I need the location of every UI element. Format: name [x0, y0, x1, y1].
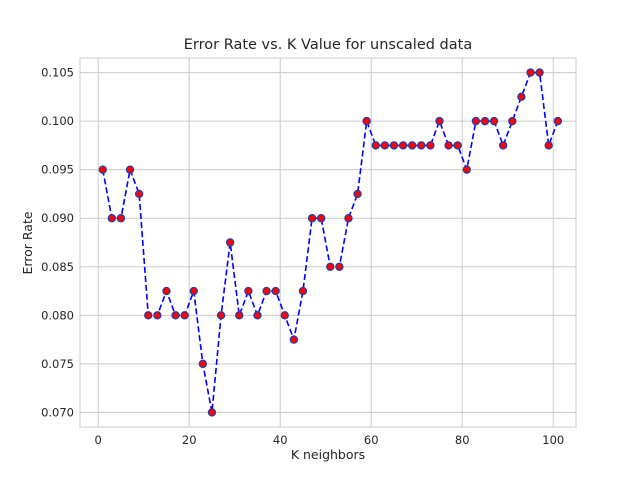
data-point — [144, 311, 153, 320]
data-point — [180, 311, 189, 320]
tick-labels: 0 20 40 60 80 100 0.070 0.075 0.080 0.085 0.090 0.0… — [41, 66, 564, 447]
data-point — [262, 286, 271, 296]
data-point — [107, 214, 117, 223]
data-point — [462, 165, 471, 174]
data-point — [508, 116, 517, 126]
data-point — [389, 141, 399, 150]
x-axis-label: K neighbors — [291, 447, 365, 462]
data-point — [489, 116, 499, 126]
data-point — [535, 68, 544, 77]
data-point — [326, 262, 335, 271]
data-point — [417, 141, 426, 150]
series-line — [101, 71, 559, 413]
data-point — [235, 311, 244, 320]
y-tick-label: 0.080 — [41, 308, 74, 322]
data-point — [553, 116, 562, 126]
data-point — [225, 238, 235, 247]
data-point — [362, 116, 371, 126]
data-point — [162, 286, 171, 296]
data-point — [289, 335, 299, 344]
data-point — [244, 286, 253, 296]
data-point — [253, 311, 262, 320]
x-tick-label: 80 — [455, 433, 470, 447]
x-tick-label: 60 — [364, 433, 379, 447]
data-point — [380, 141, 390, 150]
y-tick-label: 0.085 — [41, 260, 74, 274]
data-point — [125, 165, 135, 174]
data-point — [298, 286, 308, 296]
data-point — [426, 141, 435, 150]
data-point — [316, 214, 326, 223]
y-tick-label: 0.090 — [41, 211, 74, 225]
data-point — [471, 116, 481, 126]
data-point — [526, 68, 535, 77]
data-point — [344, 214, 353, 223]
chart-title: Error Rate vs. K Value for unscaled data — [184, 37, 472, 53]
data-point — [480, 116, 490, 126]
data-point — [398, 141, 408, 150]
data-point — [207, 408, 217, 417]
data-point — [435, 116, 444, 126]
grid-lines — [80, 58, 576, 427]
y-tick-label: 0.075 — [41, 357, 74, 371]
plot-frame — [79, 57, 577, 428]
x-tick-label: 40 — [273, 433, 288, 447]
data-point — [280, 311, 289, 320]
data-point — [189, 286, 198, 296]
data-point — [444, 141, 453, 150]
data-point — [198, 359, 208, 369]
data-point — [335, 262, 344, 271]
y-tick-label: 0.070 — [41, 405, 74, 419]
series-group — [98, 68, 562, 417]
data-point — [98, 165, 107, 174]
data-point — [544, 141, 553, 150]
data-point — [153, 311, 162, 320]
data-point — [171, 311, 180, 320]
data-point — [407, 141, 417, 150]
x-tick-label: 100 — [542, 433, 564, 447]
x-tick-label: 0 — [95, 433, 102, 447]
data-point — [353, 189, 362, 199]
data-point — [453, 141, 462, 150]
data-point — [116, 214, 126, 223]
x-tick-label: 20 — [182, 433, 197, 447]
data-point — [307, 214, 317, 223]
y-tick-label: 0.105 — [41, 66, 74, 80]
y-tick-label: 0.095 — [41, 163, 74, 177]
y-tick-label: 0.100 — [41, 114, 74, 128]
data-point — [216, 311, 226, 320]
data-point — [517, 92, 526, 102]
data-point — [271, 286, 280, 296]
data-point — [371, 141, 380, 150]
data-point — [498, 141, 508, 150]
data-point — [134, 189, 144, 199]
y-axis-label: Error Rate — [20, 211, 35, 274]
